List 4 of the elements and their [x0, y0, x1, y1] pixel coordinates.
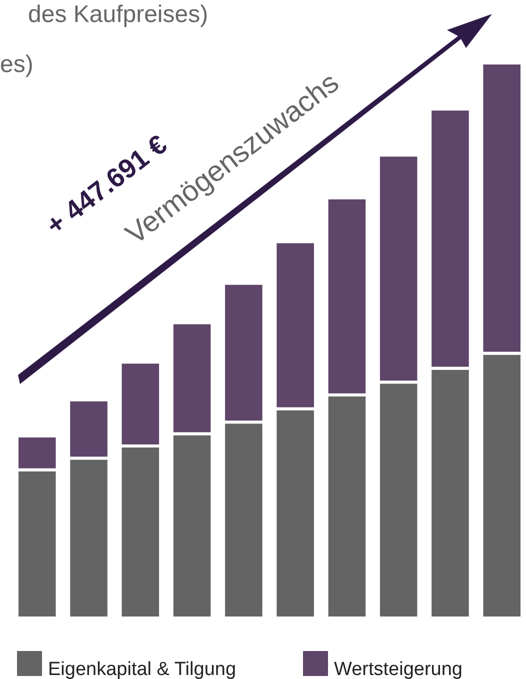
text: des Kaufpreises): [28, 1, 208, 28]
annotation: es): [0, 51, 34, 78]
legend-label: Wertsteigerung: [334, 659, 462, 679]
legend-label: Eigenkapital & Tilgung: [48, 659, 236, 679]
